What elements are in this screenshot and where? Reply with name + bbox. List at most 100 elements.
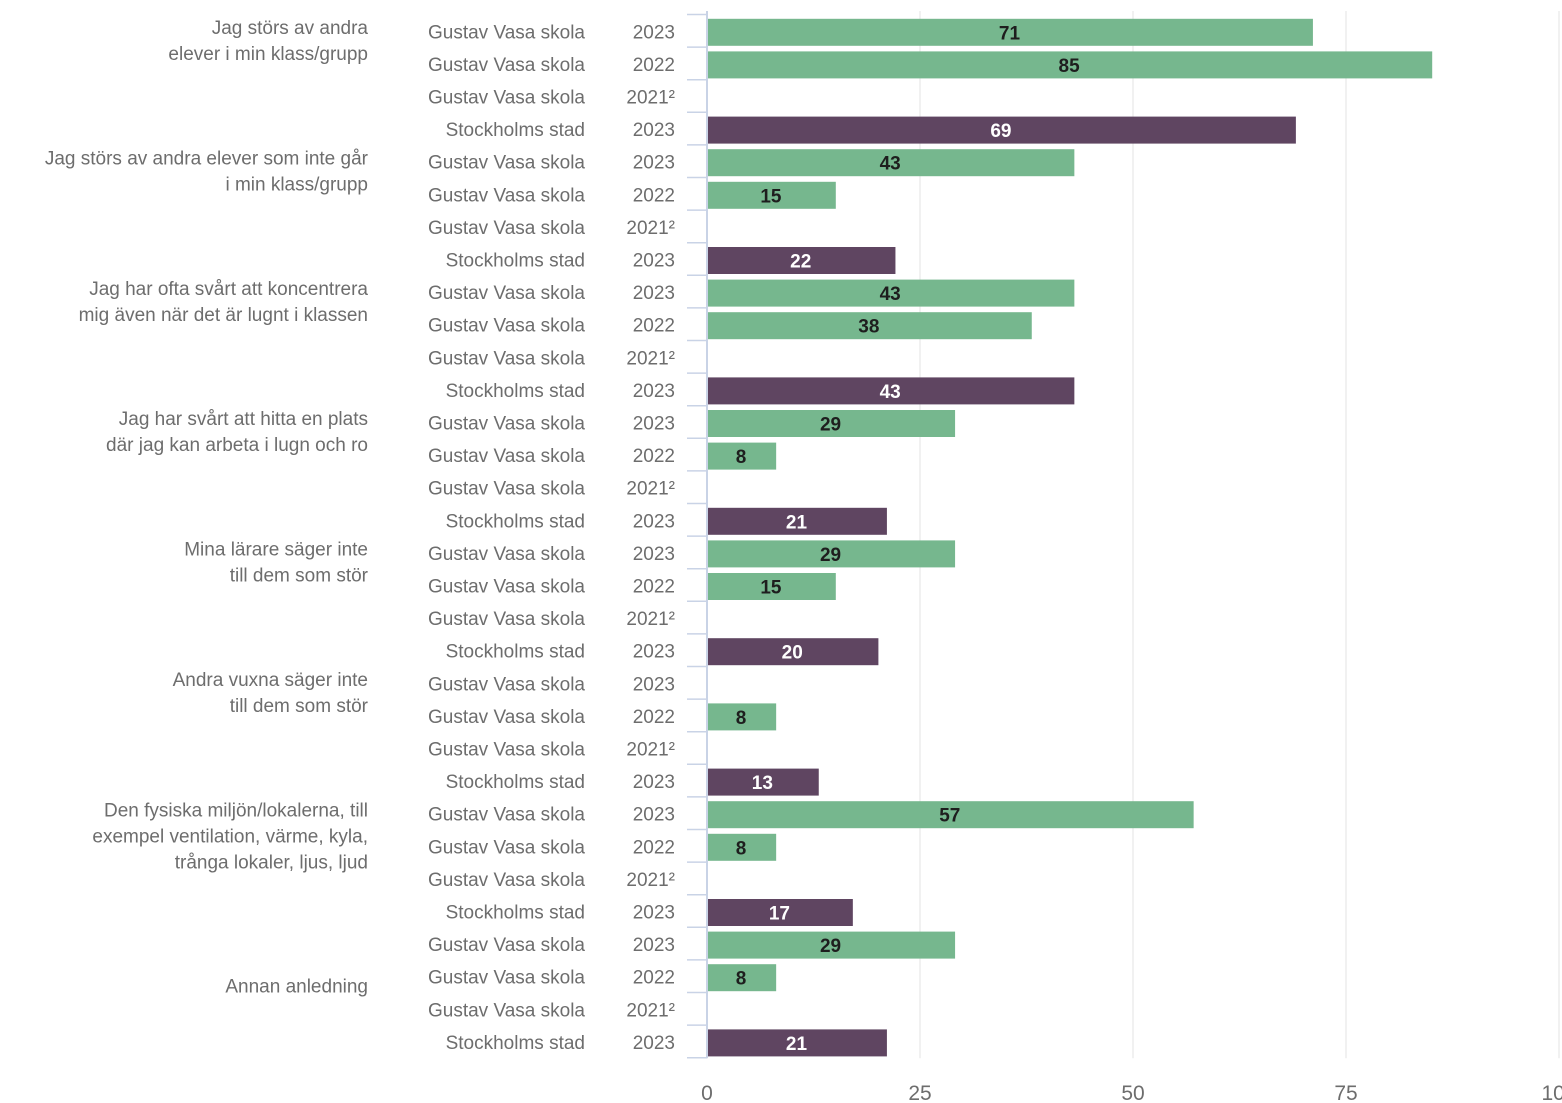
- row-entity-label: Gustav Vasa skola: [428, 740, 585, 761]
- row-entity-label: Gustav Vasa skola: [428, 22, 585, 43]
- bar-value-label: 22: [790, 252, 811, 273]
- row-year-label: 2022: [633, 837, 675, 858]
- question-label: Jag har svårt att hitta en plats där jag …: [106, 409, 368, 456]
- bar: [708, 573, 836, 600]
- question-label: Den fysiska miljön/lokalerna, till exempe…: [92, 800, 368, 873]
- row-year-label: 2023: [633, 935, 675, 956]
- bar-value-label: 29: [820, 545, 841, 566]
- bar: [708, 540, 956, 568]
- bar-value-label: 20: [782, 643, 803, 664]
- labels: 0 25 50 75 100 Gustav Vasa skola 2023 71 Gustav …: [45, 18, 1562, 1103]
- bar-value-label: 57: [939, 806, 960, 827]
- question-label-line: i min klass/grupp: [225, 174, 368, 195]
- question-label-line: där jag kan arbeta i lugn och ro: [106, 435, 368, 456]
- question-label-line: Den fysiska miljön/lokalerna, till: [104, 800, 368, 821]
- bar: [708, 703, 777, 731]
- row-year-label: 2023: [633, 414, 675, 435]
- bar-value-label: 15: [760, 578, 782, 599]
- question-label-line: Mina lärare säger inte: [184, 540, 368, 561]
- row-entity-label: Gustav Vasa skola: [428, 479, 585, 500]
- row-entity-label: Gustav Vasa skola: [428, 707, 585, 728]
- row-entity-label: Gustav Vasa skola: [428, 218, 585, 239]
- row-year-label: 2023: [633, 805, 675, 826]
- row-entity-label: Gustav Vasa skola: [428, 283, 585, 304]
- row-year-label: 2021²: [626, 479, 675, 500]
- bar: [708, 279, 1075, 307]
- row-entity-label: Gustav Vasa skola: [428, 446, 585, 467]
- row-entity-label: Stockholms stad: [446, 120, 585, 141]
- row-year-label: 2022: [633, 55, 675, 76]
- bar: [708, 312, 1032, 340]
- row-year-label: 2023: [633, 153, 675, 174]
- question-label-line: Jag har svårt att hitta en plats: [119, 409, 368, 430]
- row-entity-label: Gustav Vasa skola: [428, 55, 585, 76]
- row-year-label: 2023: [633, 544, 675, 565]
- bar-value-label: 43: [880, 154, 901, 175]
- row-entity-label: Gustav Vasa skola: [428, 1000, 585, 1021]
- question-label: Jag har ofta svårt att koncentrera mig äv…: [79, 279, 369, 326]
- row-year-label: 2022: [633, 707, 675, 728]
- row-year-label: 2021²: [626, 218, 675, 239]
- bar: [708, 410, 956, 437]
- bar-value-label: 8: [736, 447, 747, 468]
- bar-value-label: 29: [820, 415, 841, 436]
- row-year-label: 2021²: [626, 348, 675, 369]
- bar: [708, 149, 1075, 177]
- bar: [708, 768, 819, 796]
- bar: [708, 247, 896, 274]
- row-entity-label: Gustav Vasa skola: [428, 414, 585, 435]
- row-year-label: 2023: [633, 642, 675, 663]
- bar-value-label: 17: [769, 904, 790, 925]
- question-label: Jag störs av andra elever som inte går i …: [45, 148, 369, 195]
- bar: [708, 899, 853, 926]
- x-tick-label: 0: [701, 1082, 713, 1103]
- question-label: Annan anledning: [225, 977, 368, 998]
- row-year-label: 2022: [633, 446, 675, 467]
- bar: [708, 1029, 887, 1057]
- row-entity-label: Gustav Vasa skola: [428, 88, 585, 109]
- row-year-label: 2023: [633, 903, 675, 924]
- row-entity-label: Gustav Vasa skola: [428, 674, 585, 695]
- row-entity-label: Gustav Vasa skola: [428, 805, 585, 826]
- row-entity-label: Gustav Vasa skola: [428, 544, 585, 565]
- bar-value-label: 21: [786, 1034, 808, 1055]
- row-entity-label: Gustav Vasa skola: [428, 316, 585, 337]
- bar-value-label: 71: [999, 23, 1021, 44]
- bar: [708, 51, 1433, 79]
- question-label-line: Andra vuxna säger inte: [173, 670, 368, 691]
- bar-value-label: 21: [786, 512, 808, 533]
- category-axis: [687, 11, 708, 1059]
- gridlines: [919, 11, 1560, 1059]
- row-year-label: 2021²: [626, 609, 675, 630]
- row-entity-label: Gustav Vasa skola: [428, 185, 585, 206]
- question-label-line: till dem som stör: [230, 566, 369, 587]
- row-year-label: 2023: [633, 381, 675, 402]
- bar-value-label: 15: [760, 186, 782, 207]
- row-entity-label: Gustav Vasa skola: [428, 348, 585, 369]
- row-entity-label: Gustav Vasa skola: [428, 935, 585, 956]
- bar-value-label: 69: [990, 121, 1011, 142]
- bar-value-label: 38: [858, 317, 879, 338]
- row-year-label: 2023: [633, 22, 675, 43]
- row-entity-label: Stockholms stad: [446, 1033, 585, 1054]
- row-entity-label: Gustav Vasa skola: [428, 153, 585, 174]
- bar: [708, 116, 1296, 144]
- row-entity-label: Gustav Vasa skola: [428, 837, 585, 858]
- row-entity-label: Stockholms stad: [446, 772, 585, 793]
- row-entity-label: Gustav Vasa skola: [428, 968, 585, 989]
- row-entity-label: Stockholms stad: [446, 251, 585, 272]
- row-entity-label: Gustav Vasa skola: [428, 870, 585, 891]
- row-year-label: 2023: [633, 511, 675, 532]
- bar: [708, 801, 1194, 829]
- bar-value-label: 13: [752, 773, 773, 794]
- row-year-label: 2021²: [626, 88, 675, 109]
- bar: [708, 442, 777, 470]
- question-label-line: exempel ventilation, värme, kyla,: [92, 826, 368, 847]
- row-entity-label: Stockholms stad: [446, 903, 585, 924]
- question-label-line: Jag har ofta svårt att koncentrera: [89, 279, 368, 300]
- bar-value-label: 85: [1059, 56, 1081, 77]
- question-label-line: Jag störs av andra: [212, 18, 369, 39]
- bar-value-label: 8: [736, 838, 747, 859]
- bars: [708, 18, 1433, 1057]
- row-year-label: 2021²: [626, 870, 675, 891]
